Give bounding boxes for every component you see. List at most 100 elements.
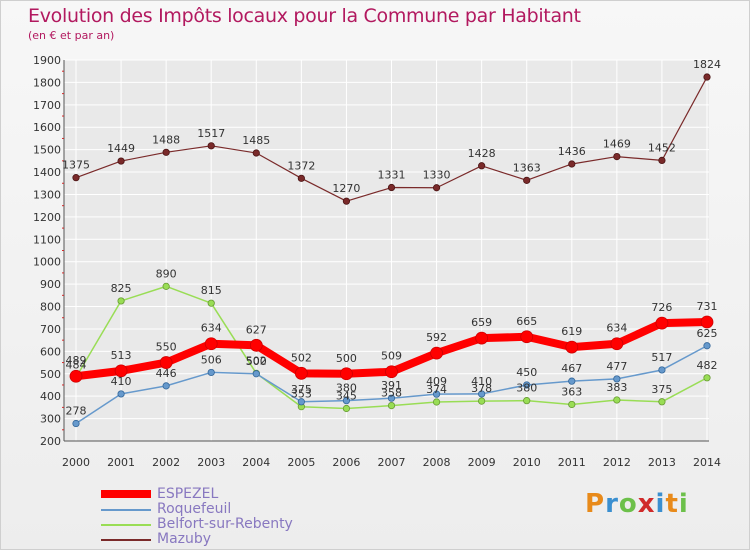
data-point-mazuby [252, 149, 260, 157]
data-label-roquefeuil: 409 [426, 375, 447, 388]
data-label-belfort: 815 [201, 284, 222, 297]
y-tick-label: 600 [40, 345, 61, 358]
data-label-espezel: 550 [156, 341, 177, 354]
data-label-roquefeuil: 477 [606, 360, 627, 373]
data-point-belfort [162, 282, 170, 290]
y-tick-label: 1600 [33, 121, 61, 134]
data-label-espezel: 627 [246, 323, 267, 336]
data-point-roquefeuil [207, 368, 215, 377]
data-label-espezel: 659 [471, 316, 492, 329]
data-point-roquefeuil [297, 398, 305, 406]
data-point-espezel [520, 330, 534, 344]
y-tick-label: 1400 [33, 166, 61, 179]
legend-label: Roquefeuil [157, 501, 232, 517]
data-point-mazuby [387, 183, 396, 192]
data-point-mazuby [297, 174, 305, 182]
data-label-roquefeuil: 625 [697, 327, 718, 340]
data-point-roquefeuil [252, 370, 260, 378]
data-point-roquefeuil [523, 381, 531, 389]
data-point-mazuby [432, 184, 441, 192]
data-point-roquefeuil [703, 342, 711, 350]
data-point-belfort [568, 400, 576, 409]
data-label-roquefeuil: 446 [156, 367, 177, 380]
data-label-mazuby: 1330 [423, 169, 451, 182]
y-tick-label: 1100 [33, 233, 61, 246]
data-point-espezel [114, 364, 128, 378]
data-label-belfort: 890 [156, 267, 177, 280]
data-point-belfort [703, 374, 711, 382]
data-label-mazuby: 1469 [603, 138, 631, 151]
data-label-mazuby: 1824 [693, 58, 721, 71]
y-tick-label: 1900 [33, 54, 61, 67]
data-label-belfort: 380 [516, 382, 537, 395]
data-label-roquefeuil: 517 [651, 351, 672, 364]
data-point-espezel [655, 316, 669, 330]
data-label-roquefeuil: 380 [336, 382, 357, 395]
data-point-mazuby [523, 176, 531, 184]
data-label-roquefeuil: 500 [246, 355, 267, 368]
data-point-roquefeuil [658, 366, 666, 374]
legend-swatch-espezel [101, 490, 151, 498]
data-label-mazuby: 1488 [152, 133, 180, 146]
data-point-mazuby [568, 160, 576, 168]
y-tick-label: 1700 [33, 99, 61, 112]
data-label-espezel: 500 [336, 352, 357, 365]
data-point-espezel [249, 338, 263, 352]
legend-swatch-mazuby [101, 539, 151, 541]
data-label-belfort: 353 [291, 388, 312, 401]
x-tick-label: 2005 [287, 456, 315, 469]
data-point-espezel [204, 337, 218, 351]
data-point-mazuby [162, 148, 170, 156]
x-tick-label: 2000 [62, 456, 90, 469]
y-tick-label: 200 [40, 435, 61, 448]
data-point-mazuby [207, 142, 215, 150]
data-point-roquefeuil [387, 394, 396, 402]
data-point-mazuby [342, 197, 351, 205]
data-point-roquefeuil [613, 375, 621, 383]
x-tick-label: 2013 [648, 456, 676, 469]
x-tick-label: 2003 [197, 456, 225, 469]
data-point-mazuby [613, 152, 621, 161]
data-point-espezel [610, 337, 624, 351]
data-label-roquefeuil: 450 [516, 366, 537, 379]
y-tick-label: 300 [40, 413, 61, 426]
data-label-belfort: 383 [606, 381, 627, 394]
data-point-belfort [432, 398, 441, 406]
data-point-roquefeuil [72, 419, 80, 428]
y-tick-label: 1800 [33, 76, 61, 89]
data-label-belfort: 482 [697, 359, 718, 372]
x-tick-label: 2001 [107, 456, 135, 469]
data-point-belfort [478, 397, 486, 405]
proxiti-logo: Proxiti [585, 489, 689, 519]
data-label-mazuby: 1485 [242, 134, 270, 147]
legend-swatch-roquefeuil [101, 509, 151, 511]
data-label-mazuby: 1449 [107, 142, 135, 155]
data-label-mazuby: 1428 [468, 147, 496, 160]
data-point-roquefeuil [568, 377, 576, 385]
data-point-espezel [475, 331, 489, 345]
data-label-espezel: 731 [697, 300, 718, 313]
data-point-roquefeuil [117, 390, 125, 398]
legend-label: ESPEZEL [157, 486, 219, 502]
chart-title: Evolution des Impôts locaux pour la Comm… [28, 5, 581, 27]
data-label-mazuby: 1452 [648, 141, 676, 154]
data-point-belfort [613, 396, 621, 404]
y-tick-label: 1300 [33, 188, 61, 201]
data-point-roquefeuil [342, 397, 351, 405]
data-point-mazuby [703, 73, 711, 81]
y-tick-label: 1500 [33, 144, 61, 157]
data-label-mazuby: 1372 [287, 159, 315, 172]
data-label-espezel: 665 [516, 315, 537, 328]
x-tick-label: 2012 [603, 456, 631, 469]
data-label-belfort: 502 [246, 354, 267, 367]
data-label-mazuby: 1363 [513, 161, 541, 174]
data-label-espezel: 513 [111, 349, 132, 362]
legend-label: Belfort-sur-Rebenty [157, 516, 293, 532]
data-label-espezel: 509 [381, 350, 402, 363]
data-label-mazuby: 1517 [197, 127, 225, 140]
x-tick-label: 2002 [152, 456, 180, 469]
data-point-espezel [69, 369, 83, 383]
y-tick-label: 900 [40, 278, 61, 291]
